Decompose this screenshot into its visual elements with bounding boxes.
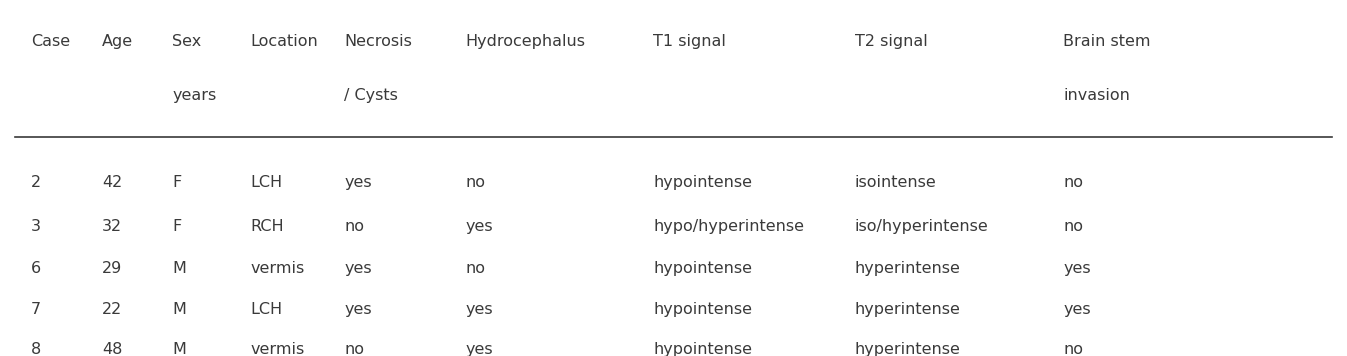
Text: LCH: LCH (251, 176, 282, 190)
Text: F: F (172, 219, 182, 234)
Text: 22: 22 (102, 302, 123, 317)
Text: / Cysts: / Cysts (345, 88, 399, 103)
Text: Sex: Sex (172, 33, 201, 49)
Text: 7: 7 (31, 302, 42, 317)
Text: Case: Case (31, 33, 70, 49)
Text: 3: 3 (31, 219, 40, 234)
Text: no: no (465, 261, 485, 276)
Text: hypointense: hypointense (653, 342, 753, 356)
Text: T1 signal: T1 signal (653, 33, 726, 49)
Text: hypointense: hypointense (653, 302, 753, 317)
Text: no: no (465, 176, 485, 190)
Text: 6: 6 (31, 261, 42, 276)
Text: no: no (345, 219, 364, 234)
Text: T2 signal: T2 signal (855, 33, 928, 49)
Text: yes: yes (465, 302, 493, 317)
Text: isointense: isointense (855, 176, 936, 190)
Text: M: M (172, 342, 186, 356)
Text: hypointense: hypointense (653, 176, 753, 190)
Text: yes: yes (345, 302, 372, 317)
Text: 29: 29 (102, 261, 123, 276)
Text: no: no (1063, 176, 1083, 190)
Text: yes: yes (345, 176, 372, 190)
Text: F: F (172, 176, 182, 190)
Text: iso/hyperintense: iso/hyperintense (855, 219, 989, 234)
Text: hyperintense: hyperintense (855, 302, 960, 317)
Text: 42: 42 (102, 176, 123, 190)
Text: Brain stem: Brain stem (1063, 33, 1150, 49)
Text: hypointense: hypointense (653, 261, 753, 276)
Text: M: M (172, 261, 186, 276)
Text: no: no (1063, 219, 1083, 234)
Text: Necrosis: Necrosis (345, 33, 412, 49)
Text: Location: Location (251, 33, 318, 49)
Text: hyperintense: hyperintense (855, 342, 960, 356)
Text: hypo/hyperintense: hypo/hyperintense (653, 219, 804, 234)
Text: vermis: vermis (251, 342, 304, 356)
Text: yes: yes (465, 219, 493, 234)
Text: Age: Age (102, 33, 133, 49)
Text: yes: yes (1063, 302, 1091, 317)
Text: vermis: vermis (251, 261, 304, 276)
Text: LCH: LCH (251, 302, 282, 317)
Text: years: years (172, 88, 217, 103)
Text: 48: 48 (102, 342, 123, 356)
Text: yes: yes (1063, 261, 1091, 276)
Text: 32: 32 (102, 219, 123, 234)
Text: no: no (345, 342, 364, 356)
Text: 8: 8 (31, 342, 42, 356)
Text: RCH: RCH (251, 219, 284, 234)
Text: 2: 2 (31, 176, 42, 190)
Text: M: M (172, 302, 186, 317)
Text: yes: yes (345, 261, 372, 276)
Text: Hydrocephalus: Hydrocephalus (465, 33, 585, 49)
Text: hyperintense: hyperintense (855, 261, 960, 276)
Text: invasion: invasion (1063, 88, 1130, 103)
Text: yes: yes (465, 342, 493, 356)
Text: no: no (1063, 342, 1083, 356)
